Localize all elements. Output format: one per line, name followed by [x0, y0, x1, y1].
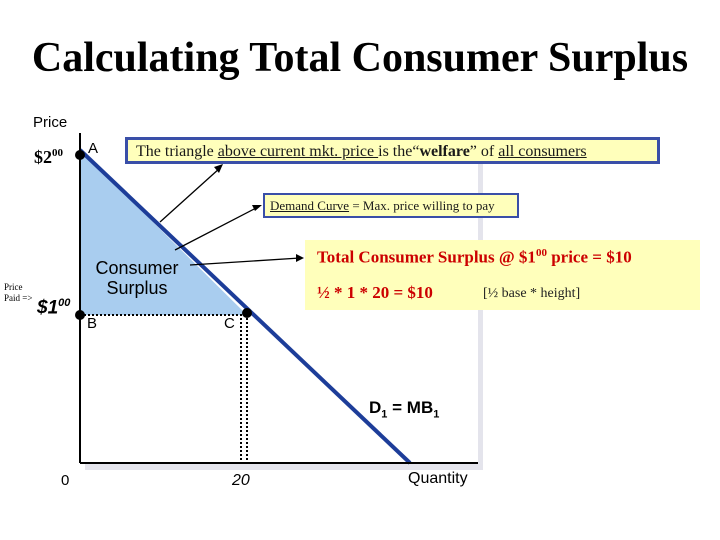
total-surplus-formula-note: [½ base * height]	[483, 286, 581, 301]
price-high-cents: 00	[52, 147, 63, 159]
demand-curve-label: D1 = MB1	[369, 398, 439, 420]
welfare-text-1: The triangle	[136, 143, 218, 160]
x-axis-label: Quantity	[408, 470, 468, 487]
welfare-note-box: The triangle above current mkt. price is…	[125, 137, 660, 164]
price-paid-dollar: $1	[37, 297, 59, 319]
arrow-to-demand-note	[174, 206, 259, 251]
page-title: Calculating Total Consumer Surplus	[31, 35, 689, 81]
demand-eq: = MB	[387, 398, 434, 417]
point-b-dot	[75, 310, 85, 320]
arrowhead-welfare	[214, 164, 223, 173]
price-paid-line1: Price	[4, 282, 23, 292]
total-surplus-heading-text: Total Consumer Surplus @ $1	[317, 247, 536, 267]
arrow-to-surplus-box	[189, 257, 301, 266]
welfare-text-2: above current mkt. price	[217, 143, 379, 160]
total-surplus-heading-tail: price = $10	[546, 247, 632, 267]
total-surplus-formula: ½ * 1 * 20 = $10	[317, 283, 433, 302]
point-a-dot	[75, 150, 85, 160]
price-paid-line2: Paid =>	[4, 293, 33, 303]
total-surplus-formula-row: ½ * 1 * 20 = $10	[317, 283, 433, 303]
welfare-text-3: is the“	[378, 143, 420, 160]
consumer-surplus-label: Consumer Surplus	[82, 258, 192, 298]
demand-sub2: 1	[433, 408, 440, 421]
consumer-surplus-line1: Consumer	[95, 258, 179, 278]
price-paid-cents: 00	[58, 297, 71, 309]
total-surplus-heading: Total Consumer Surplus @ $100 price = $1…	[317, 247, 632, 268]
price-paid-value: $100	[37, 297, 70, 319]
consumer-surplus-line2: Surplus	[106, 278, 168, 298]
welfare-text-5: ” of	[469, 143, 499, 160]
demand-note-box: Demand Curve = Max. price willing to pay	[263, 193, 519, 218]
x-tick-20-label: 20	[232, 472, 250, 489]
total-surplus-heading-cents: 00	[535, 247, 547, 259]
demand-text-1: Demand Curve	[270, 198, 350, 213]
demand-sub1: 1	[381, 408, 388, 421]
total-surplus-box: Total Consumer Surplus @ $100 price = $1…	[305, 240, 700, 310]
demand-d: D	[369, 398, 382, 417]
x-origin-label: 0	[61, 472, 70, 489]
point-b-label: B	[87, 315, 98, 332]
point-c-label: C	[224, 315, 235, 332]
welfare-text-4: welfare	[419, 143, 470, 160]
y-axis-label: Price	[33, 114, 68, 131]
welfare-text-6: all consumers	[498, 143, 587, 160]
point-a-label: A	[88, 140, 99, 157]
arrowhead-demand	[252, 205, 262, 211]
arrowhead-surplus	[296, 254, 304, 262]
demand-curve-line	[78, 148, 412, 465]
price-high-label: $200	[34, 147, 63, 168]
price-high-dollar: $2	[34, 147, 52, 167]
demand-text-2: = Max. price willing to pay	[349, 198, 495, 213]
price-paid-label: Price Paid =>	[4, 282, 32, 304]
point-c-dot	[242, 308, 252, 318]
arrow-to-welfare-note	[159, 167, 221, 223]
